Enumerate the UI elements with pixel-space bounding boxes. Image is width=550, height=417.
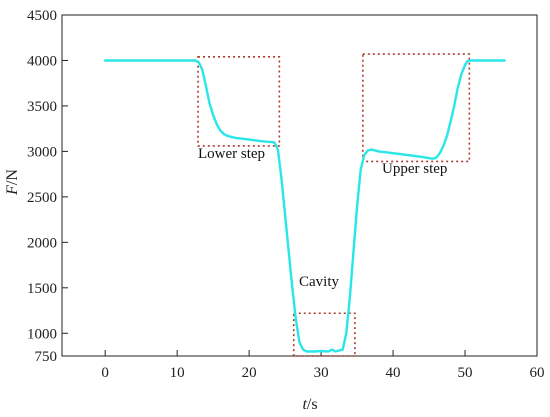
y-tick-label: 4000: [27, 53, 57, 69]
y-tick-labels: 750 1000 1500 2000 2500 3000 3500 4000 4500: [27, 8, 57, 365]
x-axis-unit: /s: [307, 396, 318, 413]
x-axis-title: t/s: [302, 396, 317, 413]
plot-frame: [61, 14, 538, 357]
y-tick-label: 3500: [27, 99, 57, 115]
y-tick-label: 1000: [27, 326, 57, 342]
x-tick-label: 0: [101, 365, 109, 381]
y-axis-title: F/N: [4, 169, 21, 196]
annotation-box-cavity: [292, 312, 356, 357]
x-tick-label: 30: [314, 365, 329, 381]
x-tick-label: 60: [530, 365, 545, 381]
x-tick-label: 10: [170, 365, 185, 381]
x-tick-label: 20: [242, 365, 257, 381]
y-axis-unit: /N: [4, 169, 21, 185]
x-axis-variable: t: [302, 396, 307, 413]
y-axis-variable: F: [4, 185, 21, 196]
y-tick-label: 3000: [27, 144, 57, 160]
annotation-lower-step-label: Lower step: [198, 146, 265, 162]
x-tick-label: 40: [386, 365, 401, 381]
y-tick-label: 1500: [27, 281, 57, 297]
plot-area-border: [61, 14, 538, 357]
annotation-box-upper-step: [362, 53, 471, 163]
force-series-line: [104, 59, 506, 353]
annotation-cavity-label: Cavity: [299, 274, 339, 290]
y-tick-label: 2000: [27, 235, 57, 251]
x-tick-labels: 0 10 20 30 40 50 60: [101, 365, 544, 381]
x-tick-label: 50: [458, 365, 473, 381]
y-tick-label: 2500: [27, 190, 57, 206]
y-tick-label: 4500: [27, 8, 57, 24]
y-tick-label: 750: [35, 349, 58, 365]
annotation-box-lower-step: [197, 56, 281, 147]
annotation-upper-step-label: Upper step: [382, 161, 447, 177]
annotation-boxes: [197, 53, 471, 357]
